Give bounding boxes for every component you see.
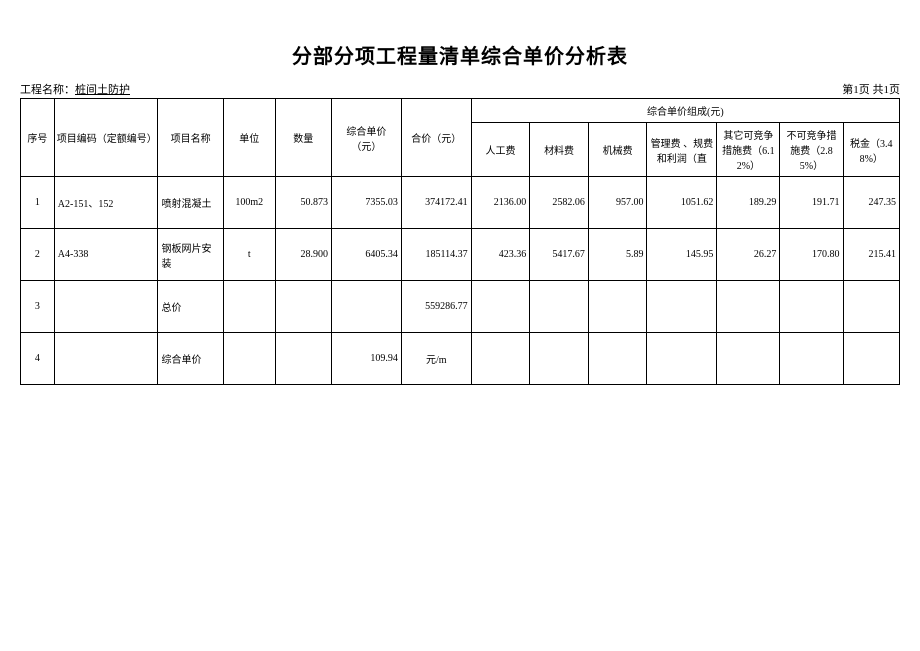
cell-total: 185114.37 bbox=[401, 229, 471, 281]
cell-unit bbox=[223, 333, 275, 385]
cell-code bbox=[54, 281, 158, 333]
cell-machine bbox=[588, 281, 647, 333]
cell-uncomp: 170.80 bbox=[780, 229, 843, 281]
th-total: 合价（元） bbox=[401, 99, 471, 177]
cell-other: 189.29 bbox=[717, 177, 780, 229]
cell-name: 综合单价 bbox=[158, 333, 223, 385]
cell-uncomp bbox=[780, 333, 843, 385]
document-container: 分部分项工程量清单综合单价分析表 工程名称：桩间土防护 第1页 共1页 序号 bbox=[20, 40, 900, 385]
th-name: 项目名称 bbox=[158, 99, 223, 177]
cell-seq: 2 bbox=[21, 229, 55, 281]
th-group: 综合单价组成(元) bbox=[471, 99, 899, 123]
cell-tax bbox=[843, 333, 900, 385]
th-uncomp: 不可竞争措施费（2.85%） bbox=[780, 123, 843, 177]
page-title: 分部分项工程量清单综合单价分析表 bbox=[20, 40, 900, 69]
cell-qty bbox=[275, 333, 331, 385]
th-uprice: 综合单价 （元） bbox=[331, 99, 401, 177]
table-row: 4 综合单价 109.94 元/m bbox=[21, 333, 900, 385]
cell-code bbox=[54, 333, 158, 385]
cell-code: A4-338 bbox=[54, 229, 158, 281]
cell-material bbox=[530, 333, 589, 385]
cell-unit: t bbox=[223, 229, 275, 281]
th-machine: 机械费 bbox=[588, 123, 647, 177]
project-name: 桩间土防护 bbox=[75, 84, 130, 96]
cell-machine bbox=[588, 333, 647, 385]
th-unit: 单位 bbox=[223, 99, 275, 177]
cell-uncomp: 191.71 bbox=[780, 177, 843, 229]
cell-machine: 957.00 bbox=[588, 177, 647, 229]
th-mgmt: 管理费 、规费 和利润（直 bbox=[647, 123, 717, 177]
cell-seq: 1 bbox=[21, 177, 55, 229]
page-info: 第1页 共1页 bbox=[842, 81, 900, 97]
cell-uprice: 7355.03 bbox=[331, 177, 401, 229]
cell-labor bbox=[471, 333, 530, 385]
cell-other bbox=[717, 333, 780, 385]
meta-row: 工程名称：桩间土防护 第1页 共1页 bbox=[20, 81, 900, 97]
cell-qty: 28.900 bbox=[275, 229, 331, 281]
cell-total: 元/m bbox=[401, 333, 471, 385]
cell-machine: 5.89 bbox=[588, 229, 647, 281]
cell-name: 喷射混凝土 bbox=[158, 177, 223, 229]
th-code: 项目编码（定额编号） bbox=[54, 99, 158, 177]
th-other: 其它可竞争措施费（6.12%） bbox=[717, 123, 780, 177]
th-qty: 数量 bbox=[275, 99, 331, 177]
th-seq: 序号 bbox=[21, 99, 55, 177]
cell-name: 总价 bbox=[158, 281, 223, 333]
th-labor: 人工费 bbox=[471, 123, 530, 177]
table-row: 1 A2-151、152 喷射混凝土 100m2 50.873 7355.03 … bbox=[21, 177, 900, 229]
cell-other: 26.27 bbox=[717, 229, 780, 281]
cell-qty: 50.873 bbox=[275, 177, 331, 229]
cell-total: 374172.41 bbox=[401, 177, 471, 229]
cell-mgmt bbox=[647, 333, 717, 385]
cell-labor: 423.36 bbox=[471, 229, 530, 281]
cell-material: 2582.06 bbox=[530, 177, 589, 229]
cell-unit bbox=[223, 281, 275, 333]
cell-total: 559286.77 bbox=[401, 281, 471, 333]
cell-code: A2-151、152 bbox=[54, 177, 158, 229]
cell-mgmt: 1051.62 bbox=[647, 177, 717, 229]
cell-material bbox=[530, 281, 589, 333]
cell-tax: 215.41 bbox=[843, 229, 900, 281]
cell-uncomp bbox=[780, 281, 843, 333]
th-tax: 税金（3.48%） bbox=[843, 123, 900, 177]
cell-uprice: 109.94 bbox=[331, 333, 401, 385]
th-material: 材料费 bbox=[530, 123, 589, 177]
cell-mgmt bbox=[647, 281, 717, 333]
cell-tax bbox=[843, 281, 900, 333]
cell-other bbox=[717, 281, 780, 333]
cell-qty bbox=[275, 281, 331, 333]
cell-labor: 2136.00 bbox=[471, 177, 530, 229]
price-analysis-table: 序号 项目编码（定额编号） 项目名称 单位 数量 综合单价 （元） 合价（元） … bbox=[20, 98, 900, 385]
cell-name: 钢板网片安装 bbox=[158, 229, 223, 281]
table-body: 1 A2-151、152 喷射混凝土 100m2 50.873 7355.03 … bbox=[21, 177, 900, 385]
cell-material: 5417.67 bbox=[530, 229, 589, 281]
table-row: 2 A4-338 钢板网片安装 t 28.900 6405.34 185114.… bbox=[21, 229, 900, 281]
cell-seq: 4 bbox=[21, 333, 55, 385]
cell-tax: 247.35 bbox=[843, 177, 900, 229]
table-header: 序号 项目编码（定额编号） 项目名称 单位 数量 综合单价 （元） 合价（元） … bbox=[21, 99, 900, 177]
project-label: 工程名称： bbox=[20, 84, 75, 96]
cell-mgmt: 145.95 bbox=[647, 229, 717, 281]
cell-labor bbox=[471, 281, 530, 333]
cell-uprice bbox=[331, 281, 401, 333]
cell-uprice: 6405.34 bbox=[331, 229, 401, 281]
cell-seq: 3 bbox=[21, 281, 55, 333]
cell-unit: 100m2 bbox=[223, 177, 275, 229]
table-row: 3 总价 559286.77 bbox=[21, 281, 900, 333]
project-name-wrapper: 工程名称：桩间土防护 bbox=[20, 81, 130, 97]
